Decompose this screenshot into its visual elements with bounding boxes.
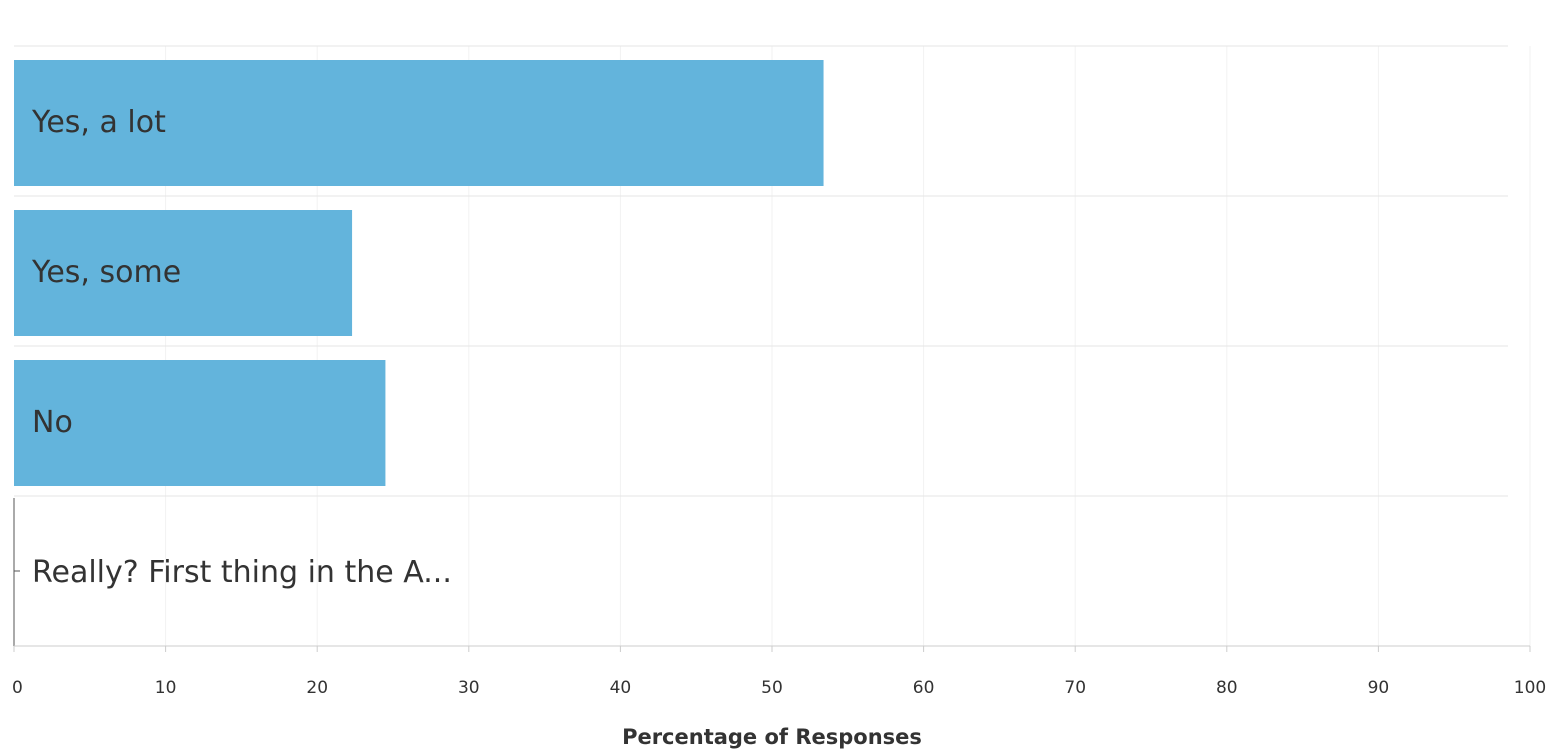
- bars: Yes, a lot Yes, some No Really? First thing…: [14, 60, 824, 590]
- x-tick-label: 10: [155, 678, 177, 698]
- bar: [14, 210, 353, 336]
- bar: [14, 360, 386, 486]
- x-tick-label: 90: [1368, 678, 1390, 698]
- x-tick-label: 80: [1216, 678, 1238, 698]
- x-tick-label: 70: [1064, 678, 1086, 698]
- x-tick-label: 100: [1514, 678, 1546, 698]
- x-tick-label: 0: [12, 678, 23, 698]
- bar-label: Yes, a lot: [31, 105, 166, 140]
- bar: [14, 60, 824, 186]
- x-tick-label: 50: [761, 678, 783, 698]
- bar-label: Yes, some: [31, 255, 181, 290]
- grid-lines: [14, 45, 1531, 646]
- x-tick-label: 30: [458, 678, 480, 698]
- x-tick-label: 20: [306, 678, 328, 698]
- bar-label: Really? First thing in the A...: [32, 555, 452, 590]
- x-axis-title: Percentage of Responses: [622, 725, 922, 749]
- bar-label: No: [32, 405, 73, 440]
- x-tick-label: 60: [913, 678, 935, 698]
- x-tick-label: 40: [610, 678, 632, 698]
- x-axis: 0 10 20 30 40 50 60 70 80 90 100: [12, 498, 1546, 698]
